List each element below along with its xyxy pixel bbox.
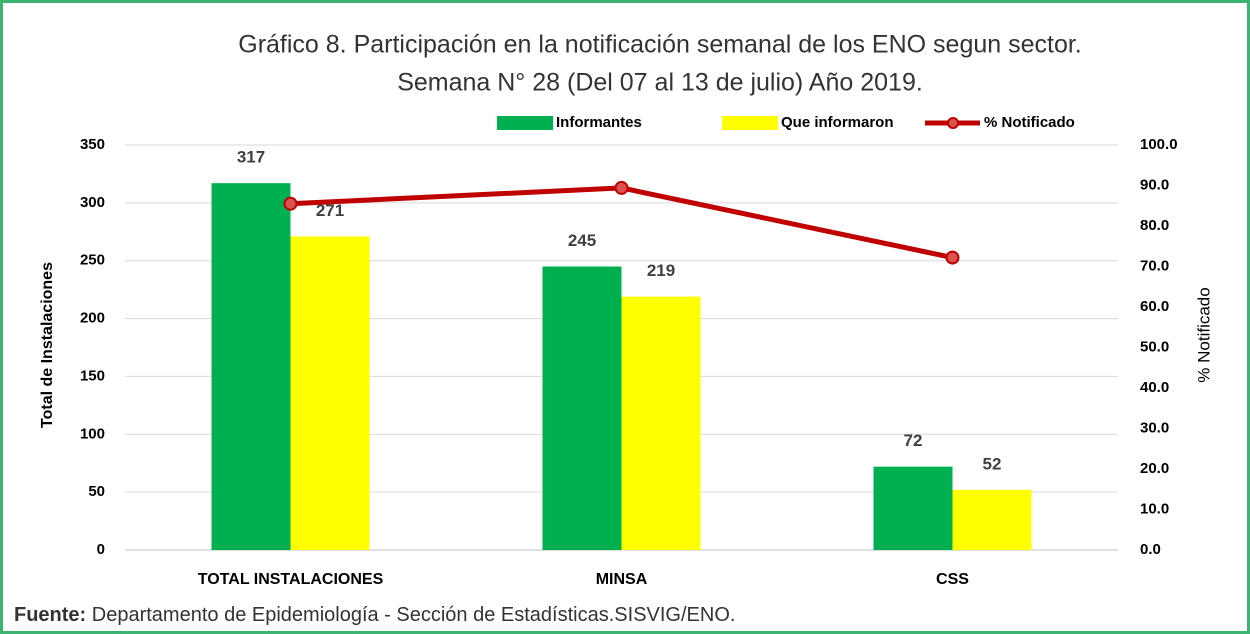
bar (621, 296, 701, 550)
data-label: 72 (904, 431, 923, 450)
data-label: 219 (647, 261, 675, 280)
y-tick-label: 50 (88, 483, 105, 500)
legend-label: Informantes (556, 114, 642, 131)
bar (211, 183, 291, 550)
y2-tick-label: 10.0 (1140, 500, 1169, 517)
y-tick-label: 100 (80, 425, 105, 442)
data-label: 317 (237, 148, 265, 167)
x-tick-label: MINSA (596, 571, 648, 588)
y2-tick-label: 30.0 (1140, 419, 1169, 436)
y2-tick-label: 70.0 (1140, 257, 1169, 274)
source-text: Departamento de Epidemiología - Sección … (92, 604, 736, 626)
y-tick-label: 250 (80, 252, 105, 269)
data-label: 245 (568, 231, 596, 250)
legend-label: % Notificado (984, 114, 1075, 131)
legend-swatch (497, 116, 553, 130)
y-tick-label: 150 (80, 367, 105, 384)
data-label: 52 (983, 454, 1002, 473)
y2-tick-label: 90.0 (1140, 176, 1169, 193)
y2-tick-label: 100.0 (1140, 136, 1178, 153)
y-tick-label: 200 (80, 310, 105, 327)
legend-label: Que informaron (781, 114, 894, 131)
y2-tick-label: 20.0 (1140, 460, 1169, 477)
y-tick-label: 0 (97, 541, 105, 558)
y2-axis-title: % Notificado (1194, 287, 1213, 382)
y2-tick-label: 60.0 (1140, 298, 1169, 315)
line-marker (945, 250, 960, 265)
y2-tick-label: 80.0 (1140, 217, 1169, 234)
chart-title: Gráfico 8. Participación en la notificac… (238, 31, 1082, 59)
x-tick-label: CSS (936, 571, 969, 588)
y2-tick-label: 0.0 (1140, 541, 1161, 558)
chart-subtitle: Semana N° 28 (Del 07 al 13 de julio) Año… (397, 69, 923, 97)
legend-marker (947, 117, 959, 129)
bar (542, 266, 622, 550)
bar (290, 236, 370, 550)
y2-tick-label: 40.0 (1140, 379, 1169, 396)
bar (952, 489, 1032, 550)
bar (873, 466, 953, 550)
y-tick-label: 350 (80, 136, 105, 153)
source-label: Fuente: (14, 604, 86, 626)
y2-tick-label: 50.0 (1140, 338, 1169, 355)
data-label: 271 (316, 201, 344, 220)
y-axis-title: Total de Instalaciones (39, 262, 56, 428)
line-marker (283, 196, 298, 211)
legend-swatch (722, 116, 778, 130)
source: Fuente: Departamento de Epidemiología - … (14, 604, 735, 626)
x-tick-label: TOTAL INSTALACIONES (198, 571, 384, 588)
line-marker (614, 180, 629, 195)
y-tick-label: 300 (80, 194, 105, 211)
